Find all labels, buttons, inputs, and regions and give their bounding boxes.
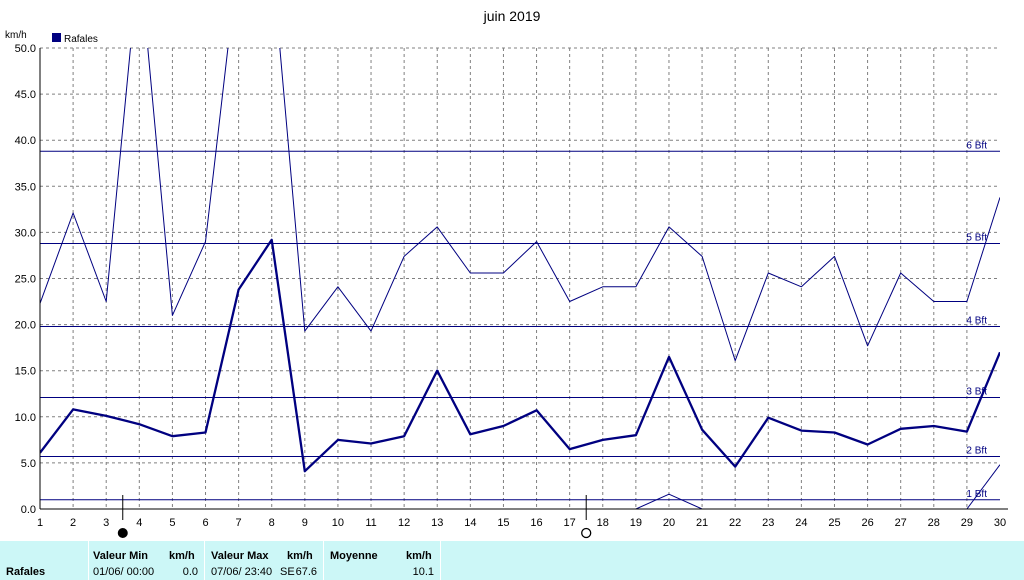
x-tick-label: 20 — [663, 517, 675, 529]
x-tick-label: 16 — [530, 517, 542, 529]
y-tick-label: 15.0 — [15, 366, 36, 378]
x-tick-label: 26 — [861, 517, 873, 529]
x-tick-label: 5 — [169, 517, 175, 529]
x-tick-label: 22 — [729, 517, 741, 529]
x-tick-label: 3 — [103, 517, 109, 529]
stats-table: Rafales Valeur Min km/h 01/06/ 00:00 0.0… — [0, 541, 1024, 580]
avg-header: Moyenne — [330, 550, 378, 562]
x-tick-label: 11 — [365, 517, 376, 529]
avg-cell: Moyenne km/h 10.1 — [324, 541, 440, 580]
y-tick-label: 45.0 — [15, 89, 36, 101]
x-tick-label: 19 — [630, 517, 642, 529]
y-tick-label: 20.0 — [15, 320, 36, 332]
x-tick-label: 12 — [398, 517, 410, 529]
min-cell: Valeur Min km/h 01/06/ 00:00 0.0 — [89, 541, 204, 580]
x-tick-label: 24 — [795, 517, 807, 529]
x-tick-label: 17 — [564, 517, 576, 529]
min-header: Valeur Min — [93, 550, 149, 562]
x-tick-label: 14 — [464, 517, 476, 529]
new-moon-icon — [117, 528, 128, 538]
y-tick-label: 5.0 — [21, 458, 36, 470]
x-tick-label: 25 — [828, 517, 840, 529]
x-tick-label: 21 — [696, 517, 708, 529]
max-value: 67.6 — [295, 566, 317, 578]
x-tick-label: 10 — [332, 517, 344, 529]
series-group — [40, 48, 1000, 509]
max-header: Valeur Max — [211, 550, 269, 562]
y-tick-label: 10.0 — [15, 412, 36, 424]
x-tick-label: 27 — [895, 517, 907, 529]
y-tick-label: 0.0 — [21, 504, 36, 516]
y-axis-unit: km/h — [5, 30, 27, 41]
min-unit: km/h — [169, 550, 195, 562]
x-tick-label: 9 — [302, 517, 308, 529]
legend-label: Rafales — [64, 34, 98, 45]
beaufort-label: 5 Bft — [966, 232, 987, 243]
x-tick-label: 8 — [269, 517, 275, 529]
y-tick-label: 50.0 — [15, 43, 36, 55]
max-cell: Valeur Max km/h 07/06/ 23:40 SE 67.6 — [205, 541, 323, 580]
x-tick-label: 4 — [136, 517, 142, 529]
secondary-series-line — [966, 464, 1000, 509]
secondary-series-line — [635, 493, 703, 509]
x-tick-label: 1 — [37, 517, 43, 529]
max-date: 07/06/ 23:40 — [211, 566, 273, 578]
max-unit: km/h — [287, 550, 313, 562]
full-moon-icon — [581, 527, 592, 539]
min-date: 01/06/ 00:00 — [93, 566, 155, 578]
x-tick-label: 18 — [597, 517, 609, 529]
y-tick-label: 30.0 — [15, 227, 36, 239]
y-tick-label: 40.0 — [15, 135, 36, 147]
x-tick-label: 15 — [497, 517, 509, 529]
x-tick-label: 13 — [431, 517, 443, 529]
x-tick-label: 6 — [202, 517, 208, 529]
min-value: 0.0 — [182, 566, 198, 578]
max-direction: SE — [280, 566, 295, 578]
y-tick-label: 35.0 — [15, 181, 36, 193]
x-tick-label: 29 — [961, 517, 973, 529]
avg-unit: km/h — [406, 550, 432, 562]
row-label: Rafales — [6, 566, 46, 578]
legend-swatch — [52, 33, 61, 42]
x-tick-label: 7 — [236, 517, 242, 529]
x-tick-label: 2 — [70, 517, 76, 529]
x-tick-label: 28 — [928, 517, 940, 529]
wind-gust-chart: juin 2019 km/h Rafales 1 Bft 2 Bft 3 Bft 4 … — [5, 8, 1008, 539]
empty-cell — [441, 541, 1024, 580]
beaufort-label: 1 Bft — [966, 489, 987, 500]
beaufort-label: 3 Bft — [966, 386, 987, 397]
y-tick-label: 25.0 — [15, 274, 36, 286]
x-tick-label: 30 — [994, 517, 1006, 529]
gust-series-line — [40, 238, 1000, 473]
row-label-cell: Rafales — [0, 541, 88, 580]
chart-title: juin 2019 — [483, 8, 541, 24]
beaufort-label: 2 Bft — [966, 445, 987, 456]
x-tick-label: 23 — [762, 517, 774, 529]
avg-value: 10.1 — [412, 566, 434, 578]
beaufort-label: 4 Bft — [966, 315, 987, 326]
beaufort-label: 6 Bft — [966, 140, 987, 151]
secondary-series-line — [40, 48, 1000, 362]
